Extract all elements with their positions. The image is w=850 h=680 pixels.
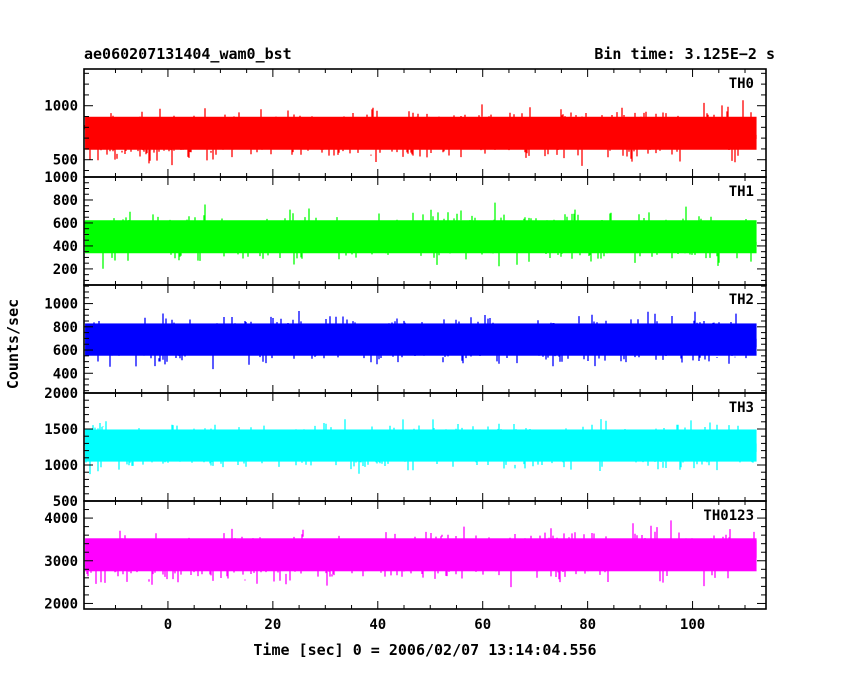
chart-title: ae060207131404_wam0_bst (84, 45, 292, 63)
y-tick-label: 1500 (44, 422, 78, 438)
series-core-th1 (85, 220, 757, 254)
series-core-th2 (85, 323, 757, 356)
y-tick-label: 800 (53, 193, 78, 209)
x-axis-label: Time [sec] 0 = 2006/02/07 13:14:04.556 (253, 641, 596, 659)
y-tick-label: 400 (53, 366, 78, 382)
y-tick-label: 1000 (44, 170, 78, 186)
y-tick-label: 4000 (44, 511, 78, 527)
y-tick-label: 1000 (44, 458, 78, 474)
panel-th0123: 2000 3000 4000 TH0123 (44, 500, 767, 612)
y-tick-label: 2000 (44, 386, 78, 402)
y-tick-label: 600 (53, 216, 78, 232)
series-core-th0123 (85, 538, 757, 572)
x-axis: 0 20 40 60 80 100 (164, 617, 705, 633)
x-tick-label: 80 (579, 617, 596, 633)
y-tick-label: 600 (53, 343, 78, 359)
x-tick-label: 20 (264, 617, 281, 633)
series-core-th0 (85, 116, 757, 150)
panel-th3: 500 1000 1500 2000 TH3 (44, 386, 767, 510)
y-tick-label: 1000 (44, 297, 78, 313)
x-tick-label: 0 (164, 617, 172, 633)
y-tick-label: 200 (53, 262, 78, 278)
y-tick-label: 400 (53, 239, 78, 255)
y-tick-label: 1000 (44, 99, 78, 115)
y-tick-label: 500 (53, 153, 78, 169)
y-tick-label: 500 (53, 494, 78, 510)
panel-label-th1: TH1 (729, 184, 754, 200)
panel-label-th3: TH3 (729, 400, 754, 416)
panels-group: 5001000TH02004006008001000TH140060080010… (44, 68, 767, 612)
y-tick-label: 800 (53, 320, 78, 336)
panel-th2: 400 600 800 1000 TH2 (44, 284, 767, 394)
bin-time-label: Bin time: 3.125E−2 s (594, 45, 775, 63)
x-tick-label: 60 (474, 617, 491, 633)
panel-label-th0123: TH0123 (703, 508, 754, 524)
y-tick-label: 2000 (44, 596, 78, 612)
panel-th1: 200 400 600 800 1000 TH1 (44, 170, 767, 286)
series-core-th3 (85, 429, 757, 462)
y-tick-label: 3000 (44, 554, 78, 570)
y-axis-label: Counts/sec (4, 299, 22, 389)
panel-th0: 500 1000 TH0 (44, 68, 767, 178)
x-tick-label: 100 (680, 617, 705, 633)
panel-label-th0: TH0 (729, 76, 754, 92)
panel-label-th2: TH2 (729, 292, 754, 308)
panel-frame (83, 500, 767, 610)
x-tick-label: 40 (369, 617, 386, 633)
